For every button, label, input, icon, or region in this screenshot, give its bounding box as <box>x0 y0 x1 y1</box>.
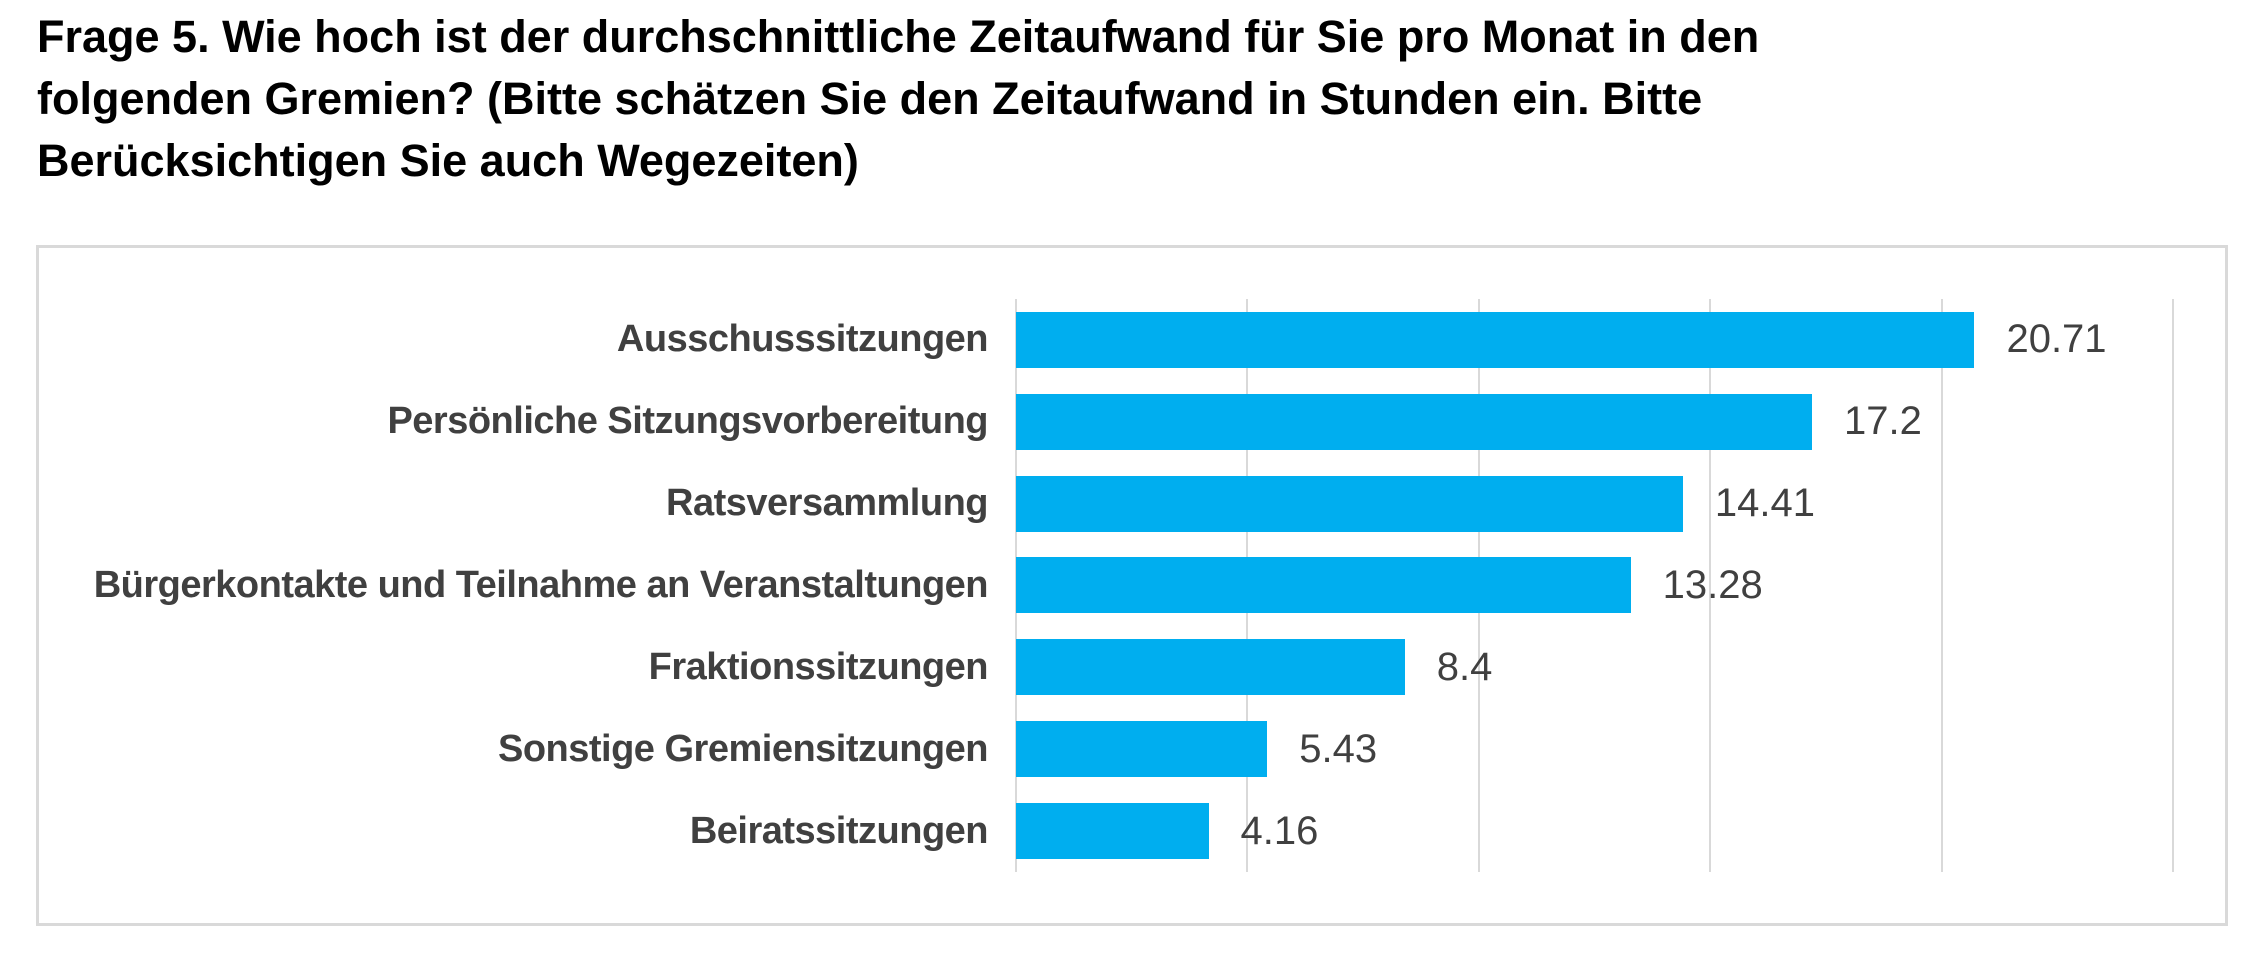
bar-row: Beiratssitzungen 4.16 <box>690 790 2173 872</box>
value-label: 20.71 <box>2006 317 2107 362</box>
category-label: Ausschusssitzungen <box>616 318 989 361</box>
gridline <box>1709 299 1712 872</box>
plot-area: Ausschusssitzungen 20.71 Persönliche Sitzu… <box>94 299 2174 872</box>
bar-row: Ausschusssitzungen 20.71 <box>617 299 2173 381</box>
value-label: 14.41 <box>1714 481 1815 526</box>
title-line-3: Berücksichtigen Sie auch Wegezeiten) <box>37 135 859 186</box>
page-title: Frage 5. Wie hoch ist der durchschnittli… <box>37 6 1759 192</box>
bar-row: Ratsversammlung 14.41 <box>666 463 2173 545</box>
value-label: 13.28 <box>1662 562 1763 607</box>
value-label: 17.2 <box>1844 399 1922 444</box>
value-label: 5.43 <box>1299 726 1378 771</box>
category-label: Bürgerkontakte und Teilnahme an Veransta… <box>93 563 989 606</box>
category-label: Persönliche Sitzungsvorbereitung <box>387 400 988 443</box>
bar <box>1016 557 1631 614</box>
bar <box>1016 475 1683 532</box>
bar-row: Bürgerkontakte und Teilnahme an Veransta… <box>94 545 2173 627</box>
category-label: Ratsversammlung <box>666 482 988 525</box>
gridline <box>2172 299 2174 872</box>
bar-row: Sonstige Gremiensitzungen 5.43 <box>498 708 2173 790</box>
bar <box>1016 803 1209 860</box>
bar-row: Fraktionssitzungen 8.4 <box>649 626 2173 708</box>
bar <box>1016 721 1268 778</box>
chart-container: Ausschusssitzungen 20.71 Persönliche Sitzu… <box>36 245 2228 926</box>
gridline <box>1940 299 1943 872</box>
bar <box>1016 311 1975 368</box>
category-label: Sonstige Gremiensitzungen <box>497 727 989 770</box>
category-label: Beiratssitzungen <box>689 809 989 852</box>
title-line-1: Frage 5. Wie hoch ist der durchschnittli… <box>37 11 1760 62</box>
category-label: Fraktionssitzungen <box>648 645 989 688</box>
value-label: 4.16 <box>1240 808 1319 853</box>
value-label: 8.4 <box>1436 644 1493 689</box>
bar <box>1016 393 1813 450</box>
title-line-2: folgenden Gremien? (Bitte schätzen Sie d… <box>37 73 1703 124</box>
bar-row: Persönliche Sitzungsvorbereitung 17.2 <box>387 381 2173 463</box>
bar <box>1016 639 1405 696</box>
